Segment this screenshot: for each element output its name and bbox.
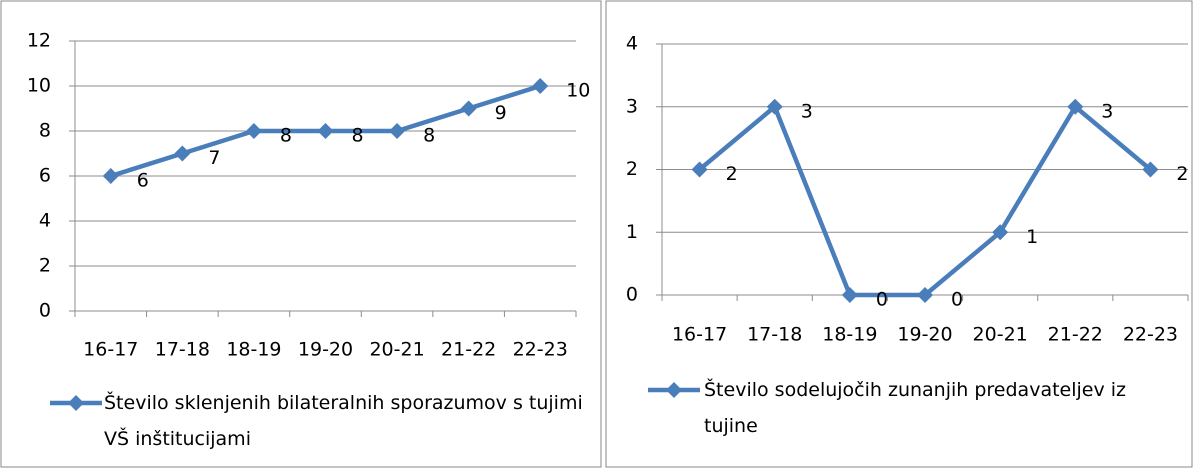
x-tick-label: 22-23 — [513, 339, 568, 361]
x-tick-label: 18-19 — [226, 339, 281, 361]
x-tick-label: 17-18 — [747, 324, 802, 346]
y-tick-label: 4 — [626, 33, 638, 55]
y-tick-label: 6 — [39, 165, 51, 187]
legend-marker — [666, 382, 682, 398]
legend-label: Število sodelujočih zunanjih predavatelj… — [704, 379, 1127, 437]
point — [917, 287, 933, 303]
legend-label: Število sklenjenih bilateralnih sporazum… — [104, 392, 583, 450]
data-label: 2 — [726, 163, 738, 185]
x-tick-label: 16-17 — [672, 324, 727, 346]
y-tick-label: 10 — [27, 75, 51, 97]
data-label: 10 — [566, 80, 590, 102]
panel-border — [0, 0, 602, 468]
point — [245, 123, 262, 139]
series-line — [698, 104, 1152, 298]
x-tick-label: 17-18 — [155, 339, 210, 361]
data-label: 2 — [1176, 163, 1188, 185]
y-tick-label: 12 — [27, 30, 51, 52]
data-label: 9 — [495, 102, 507, 124]
point — [1142, 161, 1159, 178]
data-label: 8 — [423, 125, 435, 147]
point — [766, 98, 783, 115]
data-label: 8 — [280, 125, 292, 147]
x-tick-label: 18-19 — [822, 324, 877, 346]
legend-marker — [68, 395, 84, 411]
point — [389, 123, 406, 139]
point — [532, 78, 549, 94]
data-label: 3 — [801, 100, 813, 122]
y-tick-label: 4 — [39, 210, 51, 232]
point — [460, 100, 477, 117]
point — [1067, 98, 1084, 115]
y-tick-label: 2 — [39, 255, 51, 277]
y-tick-label: 0 — [39, 300, 51, 322]
point — [102, 168, 119, 184]
y-tick-label: 8 — [39, 120, 51, 142]
x-tick-label: 20-21 — [369, 339, 424, 361]
x-tick-label: 22-23 — [1123, 324, 1178, 346]
x-tick-label: 16-17 — [83, 339, 138, 361]
data-label: 3 — [1101, 100, 1113, 122]
data-label: 0 — [951, 289, 963, 311]
data-label: 8 — [352, 125, 364, 147]
x-tick-label: 19-20 — [897, 324, 952, 346]
y-tick-label: 3 — [626, 95, 638, 117]
point — [992, 224, 1009, 241]
x-tick-label: 21-22 — [1048, 324, 1103, 346]
y-tick-label: 1 — [626, 221, 638, 243]
point — [174, 145, 191, 162]
x-tick-label: 19-20 — [298, 339, 353, 361]
data-label: 1 — [1026, 226, 1038, 248]
y-tick-label: 2 — [626, 158, 638, 180]
point — [691, 161, 708, 178]
x-tick-label: 20-21 — [973, 324, 1028, 346]
data-label: 7 — [208, 147, 220, 169]
data-label: 6 — [137, 170, 149, 192]
x-tick-label: 21-22 — [441, 339, 496, 361]
y-tick-label: 0 — [626, 284, 638, 306]
data-label: 0 — [876, 289, 888, 311]
point — [317, 123, 334, 139]
point — [841, 287, 858, 303]
panel-border — [605, 0, 1193, 468]
